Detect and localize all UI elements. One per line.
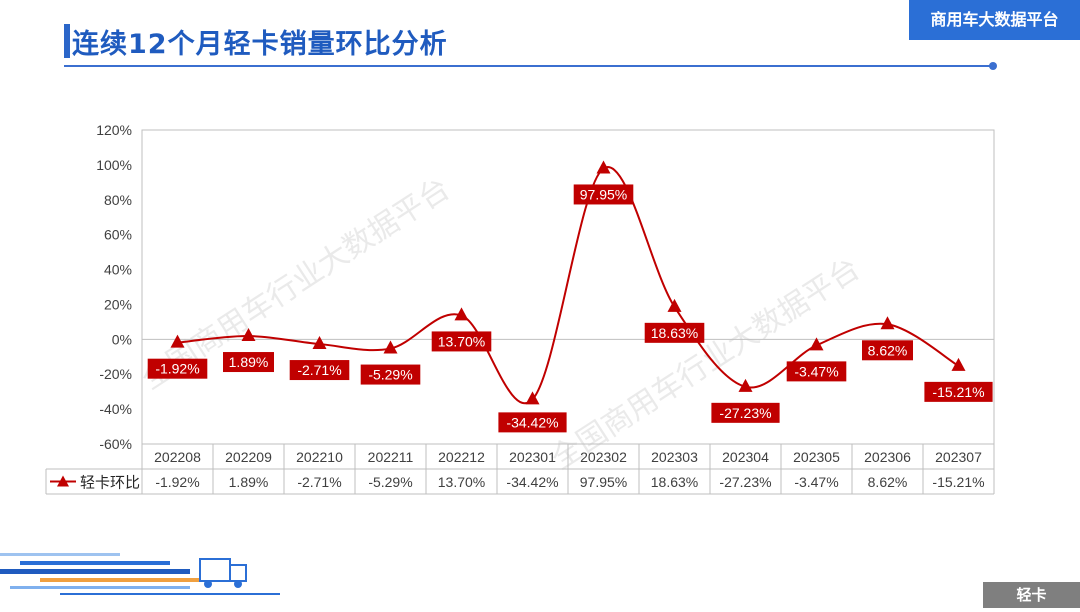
data-label-text: 8.62%: [868, 342, 908, 358]
data-label-box: [644, 322, 705, 343]
data-point-marker: [454, 307, 469, 321]
data-label-text: -34.42%: [506, 414, 558, 430]
y-tick-label: 40%: [104, 262, 132, 278]
y-tick-label: 80%: [104, 192, 132, 208]
data-label-box: [360, 364, 421, 385]
data-label-text: 97.95%: [580, 186, 627, 202]
data-label-box: [924, 381, 993, 402]
x-category-label: 202304: [722, 449, 769, 465]
data-point-marker: [596, 160, 611, 174]
x-category-label: 202209: [225, 449, 272, 465]
data-label-box: [573, 184, 634, 205]
data-label: -1.92%: [147, 358, 208, 379]
y-tick-label: 60%: [104, 227, 132, 243]
data-point-marker: [667, 298, 682, 312]
legend-marker-triangle: [57, 475, 69, 487]
y-tick-label: 0%: [112, 331, 132, 347]
table-value-cell: -2.71%: [297, 474, 341, 490]
x-category-label: 202306: [864, 449, 911, 465]
data-point-marker: [809, 337, 824, 351]
data-label-box: [431, 331, 492, 352]
x-category-label: 202210: [296, 449, 343, 465]
table-value-cell: 8.62%: [868, 474, 908, 490]
x-category-label: 202211: [368, 449, 414, 465]
table-value-cell: 18.63%: [651, 474, 698, 490]
data-point-marker: [951, 357, 966, 371]
data-label-box: [786, 361, 847, 382]
data-label: 8.62%: [862, 340, 913, 361]
data-label: -2.71%: [289, 360, 350, 381]
data-label-box: [862, 340, 913, 361]
data-label: 18.63%: [644, 322, 705, 343]
table-value-cell: -5.29%: [368, 474, 412, 490]
data-label: 13.70%: [431, 331, 492, 352]
table-value-cell: -1.92%: [155, 474, 199, 490]
data-label: -5.29%: [360, 364, 421, 385]
x-category-label: 202307: [935, 449, 982, 465]
data-label: 97.95%: [573, 184, 634, 205]
y-tick-label: 20%: [104, 296, 132, 312]
data-label-text: 13.70%: [438, 333, 485, 349]
title-bar: 连续12个月轻卡销量环比分析: [64, 18, 997, 70]
data-label: 1.89%: [223, 352, 274, 373]
title-accent: [64, 24, 70, 58]
data-label-box: [147, 358, 208, 379]
table-value-cell: 97.95%: [580, 474, 627, 490]
table-value-cell: -34.42%: [506, 474, 558, 490]
table-value-cell: 1.89%: [229, 474, 269, 490]
y-tick-label: 120%: [96, 122, 132, 138]
data-point-marker: [170, 334, 185, 348]
data-label-text: -1.92%: [155, 361, 199, 377]
x-category-label: 202302: [580, 449, 627, 465]
data-label-text: 1.89%: [229, 354, 269, 370]
data-point-marker: [738, 378, 753, 392]
table-value-cell: -3.47%: [794, 474, 838, 490]
y-tick-label: -20%: [99, 366, 132, 382]
data-label: -3.47%: [786, 361, 847, 382]
data-label: -27.23%: [711, 402, 780, 423]
data-point-marker: [880, 316, 895, 330]
truck-decoration-icon: [0, 553, 280, 595]
page-title: 连续12个月轻卡销量环比分析: [72, 29, 448, 60]
data-point-marker: [312, 336, 327, 350]
data-label-text: -15.21%: [932, 384, 984, 400]
table-value-cell: 13.70%: [438, 474, 485, 490]
y-tick-label: 100%: [96, 157, 132, 173]
data-label-box: [223, 352, 274, 373]
data-label-text: -27.23%: [719, 405, 771, 421]
legend-label: 轻卡环比: [80, 475, 140, 492]
data-label-box: [289, 360, 350, 381]
data-label-text: -3.47%: [794, 363, 838, 379]
x-category-label: 202208: [154, 449, 201, 465]
y-tick-label: -60%: [99, 436, 132, 452]
data-label-text: -2.71%: [297, 362, 341, 378]
x-category-label: 202212: [438, 449, 485, 465]
title-underline-dot: [989, 62, 997, 70]
y-tick-label: -40%: [99, 401, 132, 417]
data-label-text: -5.29%: [368, 367, 412, 383]
data-point-marker: [383, 340, 398, 354]
data-label-text: 18.63%: [651, 325, 698, 341]
category-tag: 轻卡: [983, 582, 1080, 608]
brand-badge: 商用车大数据平台: [909, 0, 1080, 40]
x-category-label: 202301: [509, 449, 556, 465]
x-category-label: 202303: [651, 449, 698, 465]
table-value-cell: -27.23%: [719, 474, 771, 490]
x-category-label: 202305: [793, 449, 840, 465]
title-underline: [64, 65, 994, 67]
data-point-marker: [241, 328, 256, 342]
data-label: -34.42%: [498, 412, 567, 433]
data-point-marker: [525, 391, 540, 405]
data-label: -15.21%: [924, 381, 993, 402]
table-value-cell: -15.21%: [932, 474, 984, 490]
data-label-box: [498, 412, 567, 433]
data-label-box: [711, 402, 780, 423]
